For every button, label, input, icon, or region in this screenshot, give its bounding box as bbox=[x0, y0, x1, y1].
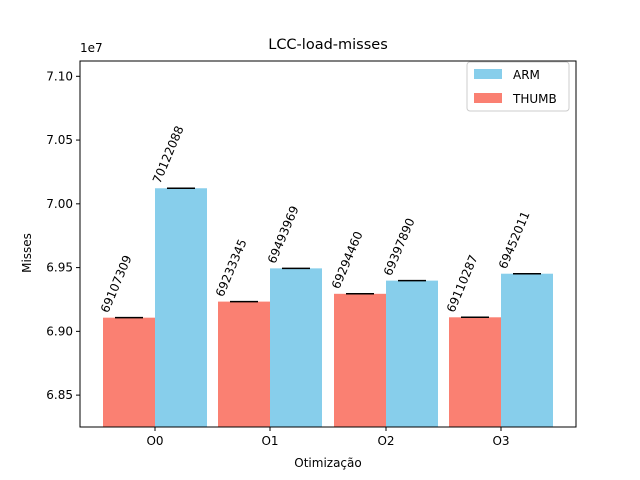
bar-arm-o0 bbox=[155, 188, 207, 427]
y-tick-label-6.90: 6.90 bbox=[46, 324, 73, 338]
legend-label-arm: ARM bbox=[513, 68, 540, 82]
y-tick-label-6.95: 6.95 bbox=[46, 261, 73, 275]
bar-arm-o2 bbox=[386, 280, 438, 427]
y-axis-offset-label: 1e7 bbox=[80, 41, 103, 55]
bar-thumb-o3 bbox=[449, 317, 501, 427]
plot-frame bbox=[79, 60, 577, 428]
legend-swatch-arm bbox=[474, 69, 502, 79]
y-tick-label-7.05: 7.05 bbox=[46, 133, 73, 147]
chart-title: LCC-load-misses bbox=[268, 37, 388, 53]
x-tick-label-o3: O3 bbox=[492, 434, 509, 448]
y-tick-label-6.85: 6.85 bbox=[46, 388, 73, 402]
y-axis: 6.85 6.90 6.95 7.00 7.05 7.10 bbox=[46, 69, 80, 402]
bar-thumb-o2 bbox=[334, 293, 386, 427]
legend-swatch-thumb bbox=[474, 93, 502, 103]
x-tick-label-o0: O0 bbox=[146, 434, 163, 448]
y-tick-label-7.00: 7.00 bbox=[46, 197, 73, 211]
bar-thumb-o1 bbox=[218, 301, 270, 427]
x-axis-label: Otimização bbox=[294, 456, 361, 470]
legend-label-thumb: THUMB bbox=[512, 92, 557, 106]
bar-arm-o1 bbox=[270, 268, 322, 427]
bar-thumb-o0 bbox=[103, 317, 155, 427]
bars-layer bbox=[103, 188, 553, 427]
x-tick-label-o1: O1 bbox=[261, 434, 278, 448]
x-axis: O0 O1 O2 O3 bbox=[146, 427, 510, 448]
y-tick-label-7.10: 7.10 bbox=[46, 69, 73, 83]
legend: ARM THUMB bbox=[466, 61, 570, 112]
y-axis-label: Misses bbox=[20, 233, 34, 273]
bar-arm-o3 bbox=[501, 273, 553, 427]
x-tick-label-o2: O2 bbox=[377, 434, 394, 448]
error-caps-layer bbox=[115, 187, 541, 319]
